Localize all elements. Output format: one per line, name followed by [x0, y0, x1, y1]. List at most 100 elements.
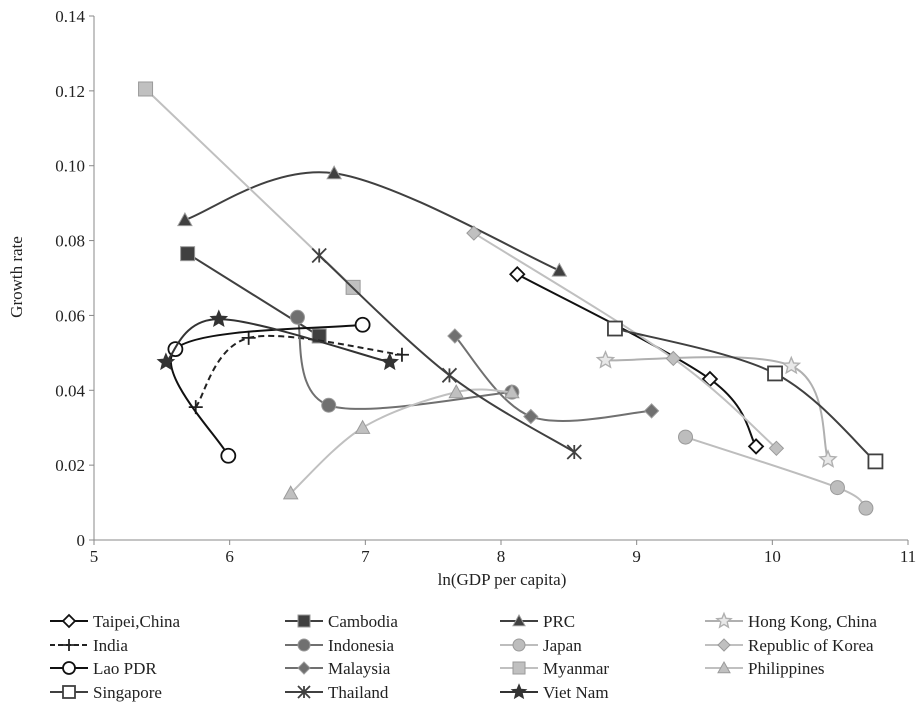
legend-marker-japan: [512, 638, 526, 652]
data-point-prc: [551, 262, 568, 277]
data-point-malaysia: [447, 328, 463, 344]
legend-marker-viet-nam: [510, 683, 528, 700]
legend-marker-cambodia: [297, 614, 311, 628]
series-line-singapore: [614, 327, 877, 463]
series-lao-pdr: [167, 316, 371, 464]
legend-marker-thailand: [297, 685, 311, 699]
series-line-prc: [184, 171, 560, 272]
series-line-indonesia: [296, 316, 512, 410]
series-line-lao-pdr: [169, 323, 363, 457]
y-tick-labels: 0 0.02 0.04 0.06 0.08 0.10 0.12 0.14: [55, 7, 94, 550]
legend-label: Philippines: [748, 659, 825, 678]
legend-label: PRC: [543, 612, 575, 631]
data-point-philippines: [282, 485, 299, 500]
data-point-lao-pdr: [220, 447, 237, 464]
data-point-japan: [858, 500, 874, 516]
x-tick-label: 8: [497, 547, 506, 566]
legend-item-malaysia: Malaysia: [285, 659, 391, 678]
series-singapore: [607, 320, 884, 470]
legend-label: Indonesia: [328, 636, 395, 655]
data-point-viet-nam: [209, 309, 229, 328]
legend-marker-prc: [512, 613, 526, 627]
y-tick-label: 0: [77, 531, 86, 550]
legend: Taipei,China Cambodia PRC Hong Kong, China I…: [50, 611, 877, 702]
y-tick-label: 0.08: [55, 232, 85, 251]
legend-label: Malaysia: [328, 659, 391, 678]
y-tick-label: 0.02: [55, 456, 85, 475]
y-tick-label: 0.10: [55, 157, 85, 176]
data-point-prc: [177, 211, 193, 227]
data-point-prc: [326, 165, 342, 180]
series-viet-nam: [156, 309, 400, 371]
axes: [93, 16, 908, 541]
data-point-japan: [678, 429, 694, 445]
legend-item-viet-nam: Viet Nam: [500, 683, 609, 702]
data-point-cambodia: [180, 246, 196, 262]
series-philippines: [282, 384, 520, 500]
y-tick-label: 0.04: [55, 381, 85, 400]
legend-item-india: India: [50, 636, 128, 655]
x-tick-label: 7: [361, 547, 370, 566]
y-tick-label: 0.14: [55, 7, 85, 26]
data-point-hong-kong-china: [818, 449, 838, 468]
x-tick-label: 10: [764, 547, 781, 566]
legend-label: Lao PDR: [93, 659, 157, 678]
legend-marker-indonesia: [297, 638, 311, 652]
data-point-republic-of-korea: [665, 350, 682, 367]
data-point-viet-nam: [380, 352, 400, 371]
x-tick-label: 9: [632, 547, 641, 566]
legend-label: Myanmar: [543, 659, 609, 678]
series-japan: [678, 429, 874, 516]
series-line-india: [194, 334, 403, 408]
x-tick-label: 11: [900, 547, 916, 566]
legend-item-lao-pdr: Lao PDR: [50, 659, 157, 678]
data-point-myanmar: [138, 81, 154, 97]
series-prc: [177, 165, 568, 277]
data-point-thailand: [441, 367, 458, 383]
data-point-malaysia: [643, 403, 660, 419]
data-point-thailand: [311, 247, 327, 264]
legend-item-thailand: Thailand: [285, 683, 389, 702]
data-point-singapore: [767, 365, 783, 382]
series-republic-of-korea: [466, 225, 785, 457]
data-point-indonesia: [290, 309, 305, 325]
series-malaysia: [447, 328, 660, 425]
legend-label: India: [93, 636, 128, 655]
series-line-philippines: [290, 388, 512, 494]
series-line-cambodia: [187, 252, 320, 337]
legend-item-indonesia: Indonesia: [285, 636, 395, 655]
legend-label: Japan: [543, 636, 582, 655]
data-point-republic-of-korea: [768, 440, 785, 457]
plot-area: [138, 81, 884, 516]
legend-label: Taipei,China: [93, 612, 181, 631]
legend-label: Thailand: [328, 683, 389, 702]
legend-item-cambodia: Cambodia: [285, 612, 398, 631]
data-point-viet-nam: [156, 352, 176, 371]
data-point-india: [394, 347, 409, 362]
series-indonesia: [290, 309, 520, 413]
legend-label: Hong Kong, China: [748, 612, 877, 631]
series-cambodia: [180, 246, 327, 344]
data-point-hong-kong-china: [595, 349, 616, 369]
legend-label: Republic of Korea: [748, 636, 874, 655]
legend-marker-myanmar: [512, 661, 526, 675]
data-point-japan: [829, 480, 845, 496]
legend-item-republic-of-korea: Republic of Korea: [705, 636, 874, 655]
series-line-malaysia: [454, 335, 652, 423]
legend-label: Singapore: [93, 683, 162, 702]
legend-item-taipei-china: Taipei,China: [50, 612, 181, 631]
legend-marker-taipei-china: [61, 613, 77, 629]
y-tick-label: 0.12: [55, 82, 85, 101]
legend-marker-india: [63, 639, 75, 651]
x-axis-label: ln(GDP per capita): [438, 570, 567, 589]
data-point-philippines: [504, 384, 520, 399]
data-point-philippines: [354, 419, 371, 434]
x-tick-labels: 5 6 7 8 9 10 11: [90, 540, 916, 566]
series-line-viet-nam: [165, 318, 390, 364]
series-hong-kong-china: [595, 349, 838, 468]
data-point-india: [241, 330, 256, 345]
legend-item-myanmar: Myanmar: [500, 659, 609, 678]
legend-item-hong-kong-china: Hong Kong, China: [705, 611, 877, 631]
x-tick-label: 5: [90, 547, 99, 566]
